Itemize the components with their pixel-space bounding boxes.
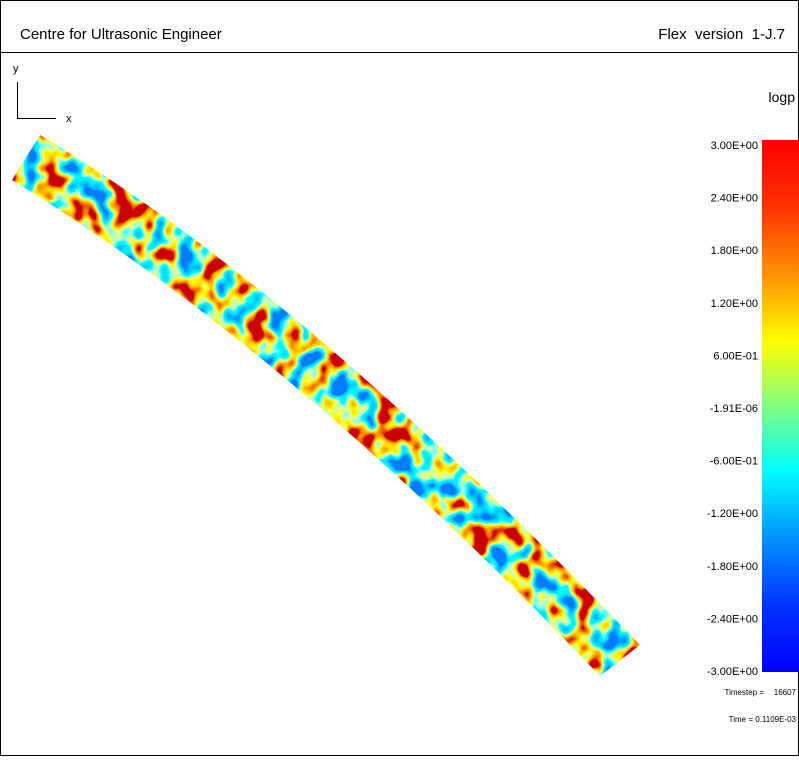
page: Centre for Ultrasonic Engineer Flex vers… xyxy=(0,0,799,756)
colorbar-label: -3.00E+00 xyxy=(707,666,758,678)
colorbar-label: -1.20E+00 xyxy=(707,508,758,520)
colorbar-label: 2.40E+00 xyxy=(711,193,758,205)
colorbar-label: 6.00E-01 xyxy=(713,350,758,362)
viewer: Centre for Ultrasonic Engineer Flex vers… xyxy=(0,0,799,756)
colorbar-label: 1.20E+00 xyxy=(711,298,758,310)
colorbar-label: -6.00E-01 xyxy=(710,456,758,468)
time-value: Time = 0.1109E-03 xyxy=(729,715,797,724)
axis-y-label: y xyxy=(13,63,19,75)
legend-title: logp xyxy=(769,89,796,105)
frame xyxy=(1,1,799,756)
colorbar xyxy=(762,140,799,672)
colorbar-label: 1.80E+00 xyxy=(711,245,758,257)
timestep-value: 16607 xyxy=(774,688,797,697)
colorbar-label: -1.91E-06 xyxy=(710,403,758,415)
header-version: Flex version 1-J.7 xyxy=(658,26,785,43)
axis-x-label: x xyxy=(66,113,72,125)
header-title: Centre for Ultrasonic Engineer xyxy=(20,26,222,43)
colorbar-label: -2.40E+00 xyxy=(707,613,758,625)
colorbar-label: 3.00E+00 xyxy=(711,140,758,152)
colorbar-label: -1.80E+00 xyxy=(707,561,758,573)
timestep-label: Timestep = xyxy=(725,688,765,697)
